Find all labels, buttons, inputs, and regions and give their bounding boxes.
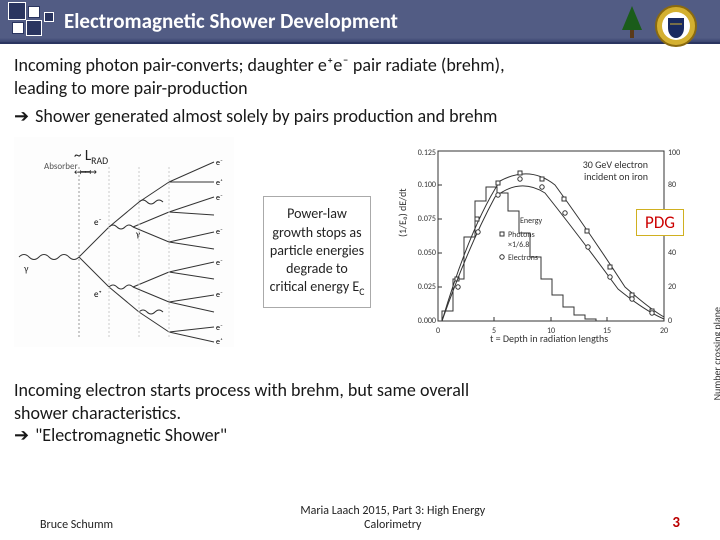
footer: Bruce Schumm Maria Laach 2015, Part 3: H… — [0, 504, 720, 532]
arrow-line-1: ➔ Shower generated almost solely by pairs… — [14, 105, 706, 127]
svg-text:e⁺: e⁺ — [216, 337, 223, 347]
svg-text:e⁻: e⁻ — [216, 158, 223, 168]
svg-text:e⁺: e⁺ — [94, 289, 102, 300]
svg-text:e⁻: e⁻ — [216, 323, 223, 333]
svg-text:e⁻: e⁻ — [216, 290, 223, 300]
body-content: Incoming photon pair-converts; daughter … — [0, 44, 720, 447]
svg-text:e⁻: e⁻ — [216, 227, 223, 237]
svg-text:0.125: 0.125 — [418, 148, 436, 158]
cascade-svg: γ e⁻ e⁺ γ — [14, 137, 234, 347]
svg-text:0.000: 0.000 — [418, 316, 436, 326]
pdg-badge: PDG — [636, 209, 684, 236]
bottom-arrow-text: "Electromagnetic Shower" — [35, 424, 227, 446]
footer-author: Bruce Schumm — [40, 518, 113, 532]
svg-text:0.100: 0.100 — [418, 180, 436, 190]
svg-text:20: 20 — [660, 326, 668, 336]
lrad-label: ~ LRAD ↤━━↦ — [74, 147, 108, 178]
svg-text:γ: γ — [135, 229, 140, 240]
intro-text: Incoming photon pair-converts; daughter … — [14, 54, 706, 99]
svg-text:e⁻: e⁻ — [216, 258, 223, 268]
svg-text:Absorber: Absorber — [44, 161, 78, 172]
svg-text:e⁻: e⁻ — [216, 193, 223, 203]
chart-corner-legend: 30 GeV electron incident on iron — [583, 159, 648, 183]
chart-inner-energy: Energy — [520, 216, 543, 226]
shower-profile-chart: 0.000 0.025 0.050 0.075 0.100 0.125 0 20… — [400, 137, 700, 347]
svg-text:0.025: 0.025 — [418, 282, 436, 292]
svg-text:e⁻: e⁻ — [94, 217, 102, 228]
svg-text:γ: γ — [23, 262, 29, 275]
cascade-diagram: ~ LRAD ↤━━↦ γ e⁻ e⁺ γ — [14, 137, 234, 347]
svg-text:40: 40 — [668, 248, 676, 258]
note-box: Power-law growth stops as particle energ… — [263, 196, 372, 307]
svg-text:100: 100 — [668, 148, 680, 158]
arrow-icon: ➔ — [14, 425, 29, 445]
chart-svg: 0.000 0.025 0.050 0.075 0.100 0.125 0 20… — [400, 137, 700, 347]
svg-text:Electrons: Electrons — [508, 253, 538, 263]
center-note: Power-law growth stops as particle energ… — [242, 137, 392, 367]
chart-xaxis-label: t = Depth in radiation lengths — [490, 332, 608, 345]
title-bar: Electromagnetic Shower Development — [0, 0, 720, 44]
bottom-text: Incoming electron starts process with br… — [14, 379, 706, 447]
svg-text:0.075: 0.075 — [418, 214, 436, 224]
arrow-icon: ➔ — [14, 106, 29, 126]
chart-yaxis-label: (1/E₀) dE/dt — [396, 188, 409, 237]
svg-text:0: 0 — [668, 316, 672, 326]
svg-text:Photons: Photons — [508, 230, 535, 240]
svg-text:0.050: 0.050 — [418, 248, 436, 258]
footer-center: Maria Laach 2015, Part 3: High Energy Ca… — [113, 504, 672, 532]
bottom-line-1: Incoming electron starts process with br… — [14, 379, 469, 401]
chart-yaxis2-label: Number crossing plane — [710, 307, 720, 400]
page-title: Electromagnetic Shower Development — [64, 8, 398, 34]
arrow-text: Shower generated almost solely by pairs … — [35, 105, 497, 127]
svg-text:20: 20 — [668, 282, 676, 292]
intro-line-2: leading to more pair-production — [14, 77, 248, 99]
page-number: 3 — [672, 514, 680, 532]
svg-text:0: 0 — [436, 326, 440, 336]
intro-line-1: Incoming photon pair-converts; daughter … — [14, 54, 505, 76]
mid-row: ~ LRAD ↤━━↦ γ e⁻ e⁺ γ — [14, 137, 706, 367]
shield-icon — [654, 4, 698, 48]
svg-text:80: 80 — [668, 180, 676, 190]
tree-icon — [620, 6, 644, 40]
svg-text:e⁺: e⁺ — [216, 178, 223, 188]
bottom-line-2: shower characteristics. — [14, 402, 181, 424]
svg-text:×1/6.8: ×1/6.8 — [508, 240, 529, 250]
